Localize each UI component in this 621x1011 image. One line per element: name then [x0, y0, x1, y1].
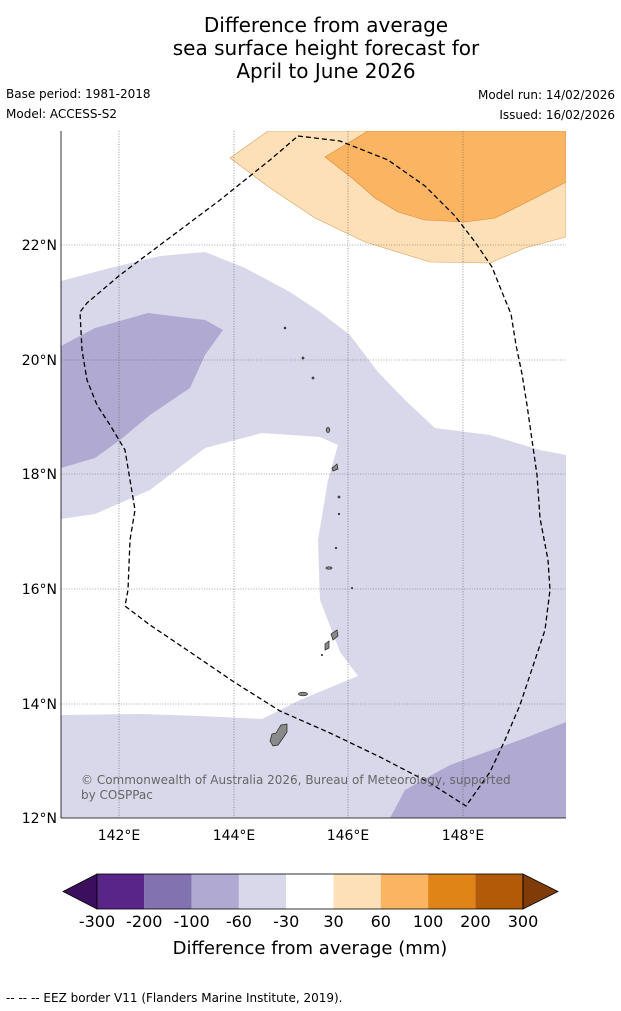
anomaly-region-light-lavender: [61, 252, 566, 818]
colorbar-label: -60: [226, 912, 252, 931]
eez-border: [79, 135, 551, 807]
anomaly-region-orange: [324, 131, 566, 223]
lat-label-18: 18°N: [22, 467, 57, 483]
lat-label-20: 20°N: [22, 353, 57, 369]
grid-lines: [61, 131, 566, 818]
lon-label-146: 146°E: [327, 828, 370, 844]
lat-label-16: 16°N: [22, 582, 57, 598]
colorbar-label: -30: [273, 912, 299, 931]
map-area: © Commonwealth of Australia 2026, Bureau…: [61, 131, 566, 818]
colorbar-swatch-1: [97, 874, 145, 909]
colorbar-label: -300: [79, 912, 115, 931]
colorbar-swatch-5: [286, 874, 334, 909]
islands: [269, 326, 354, 747]
map-title: Difference from average sea surface heig…: [0, 14, 621, 83]
title-line-3: April to June 2026: [236, 59, 416, 83]
colorbar-title: Difference from average (mm): [173, 938, 448, 959]
colorbar-swatch-3: [191, 874, 239, 909]
guam-island: [269, 723, 288, 747]
colorbar-swatch-6: [333, 874, 381, 909]
colorbar-outline: [96, 873, 524, 910]
colorbar-label: 60: [371, 912, 391, 931]
model-name: Model: ACCESS-S2: [6, 107, 118, 121]
colorbar-swatch-8: [428, 874, 476, 909]
lon-label-148: 148°E: [442, 828, 485, 844]
lon-label-142: 142°E: [98, 828, 141, 844]
colorbar-label: 30: [323, 912, 343, 931]
copyright-line-1: © Commonwealth of Australia 2026, Bureau…: [81, 773, 511, 787]
colorbar-label: 100: [413, 912, 444, 931]
colorbar-swatch-2: [144, 874, 192, 909]
longitude-labels: 142°E 144°E 146°E 148°E: [98, 828, 485, 844]
colorbar-label: 300: [508, 912, 539, 931]
issued-date: Issued: 16/02/2026: [499, 108, 615, 122]
model-run: Model run: 14/02/2026: [477, 88, 615, 102]
lat-label-12: 12°N: [22, 811, 57, 827]
colorbar-swatch-9: [475, 874, 523, 909]
colorbar-low-extension: [62, 873, 98, 910]
lat-label-22: 22°N: [22, 238, 57, 254]
colorbar-label: -200: [126, 912, 162, 931]
copyright-line-2: by COSPPac: [81, 788, 153, 802]
colorbar-label: -100: [173, 912, 209, 931]
lon-label-144: 144°E: [213, 828, 256, 844]
title-line-2: sea surface height forecast for: [172, 36, 480, 60]
lat-label-14: 14°N: [22, 697, 57, 713]
base-period: Base period: 1981-2018: [6, 87, 151, 101]
eez-footnote: -- -- -- EEZ border V11 (Flanders Marine…: [6, 991, 343, 1005]
title-line-1: Difference from average: [203, 13, 449, 37]
colorbar-label: 200: [460, 912, 491, 931]
colorbar-swatch-4: [238, 874, 287, 909]
colorbar-tick-labels: -300 -200 -100 -60 -30 30 60 100 200 300: [79, 912, 538, 931]
colorbar-swatch-7: [380, 874, 429, 909]
anomaly-region-lavender-southeast: [390, 722, 566, 818]
colorbar: -300 -200 -100 -60 -30 30 60 100 200 300…: [62, 873, 559, 959]
latitude-labels: 22°N 20°N 18°N 16°N 14°N 12°N: [22, 238, 57, 827]
colorbar-high-extension: [522, 873, 559, 910]
anomaly-region-lavender-west: [61, 313, 223, 468]
